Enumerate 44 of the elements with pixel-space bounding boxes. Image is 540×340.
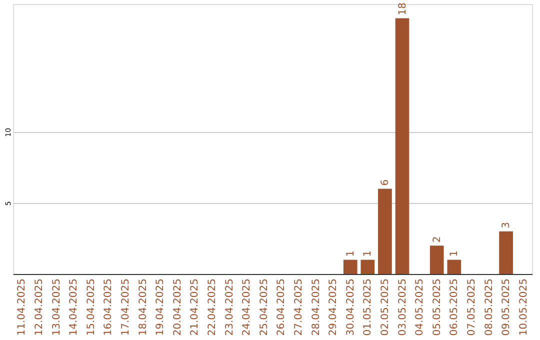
- x-tick-label: 18.04.2025: [138, 278, 149, 336]
- x-tick-label: 17.04.2025: [120, 278, 132, 336]
- x-tick-label: 01.05.2025: [362, 278, 374, 336]
- x-tick-label: 24.04.2025: [242, 278, 253, 336]
- x-tick-label: 07.05.2025: [466, 278, 478, 336]
- data-label: 2: [432, 236, 443, 243]
- x-tick-label: 29.04.2025: [328, 278, 340, 336]
- x-tick-label: 13.04.2025: [51, 278, 62, 336]
- data-label: 3: [501, 222, 512, 228]
- data-label: 1: [362, 250, 374, 257]
- x-tick-label: 10.05.2025: [518, 278, 530, 336]
- x-tick-label: 03.05.2025: [397, 278, 408, 336]
- x-tick-label: 16.04.2025: [103, 278, 114, 336]
- x-tick-label: 23.04.2025: [224, 278, 236, 336]
- x-tick-label: 05.05.2025: [432, 278, 443, 336]
- bar: [447, 260, 462, 274]
- x-tick-label: 06.05.2025: [449, 278, 460, 336]
- bar: [378, 188, 392, 274]
- x-tick-label: 19.04.2025: [155, 278, 166, 336]
- x-tick-label: 27.04.2025: [293, 278, 304, 336]
- x-tick-label: 15.04.2025: [86, 278, 97, 336]
- bar: [499, 231, 513, 274]
- x-tick-label: 02.05.2025: [380, 278, 391, 336]
- x-tick-label: 30.04.2025: [345, 278, 356, 336]
- data-label: 18: [397, 2, 408, 16]
- x-tick-label: 28.04.2025: [310, 278, 322, 336]
- bar: [395, 18, 410, 274]
- data-label: 6: [380, 179, 391, 186]
- x-tick-label: 22.04.2025: [206, 278, 218, 336]
- bar: [360, 260, 375, 274]
- x-tick-label: 21.04.2025: [190, 278, 201, 336]
- data-label: 1: [449, 250, 460, 257]
- x-tick-label: 20.04.2025: [172, 278, 184, 336]
- x-tick-label: 09.05.2025: [501, 278, 512, 336]
- x-tick-label: 25.04.2025: [258, 278, 270, 336]
- x-tick-label: 04.05.2025: [414, 278, 426, 336]
- bar: [343, 260, 358, 274]
- x-tick-label: 14.04.2025: [68, 278, 80, 336]
- x-tick-label: 12.04.2025: [34, 278, 45, 336]
- x-tick-label: 26.04.2025: [276, 278, 288, 336]
- data-label: 1: [345, 250, 356, 257]
- x-tick-label: 11.04.2025: [16, 278, 28, 336]
- bar: [430, 246, 444, 274]
- x-tick-label: 08.05.2025: [484, 278, 495, 336]
